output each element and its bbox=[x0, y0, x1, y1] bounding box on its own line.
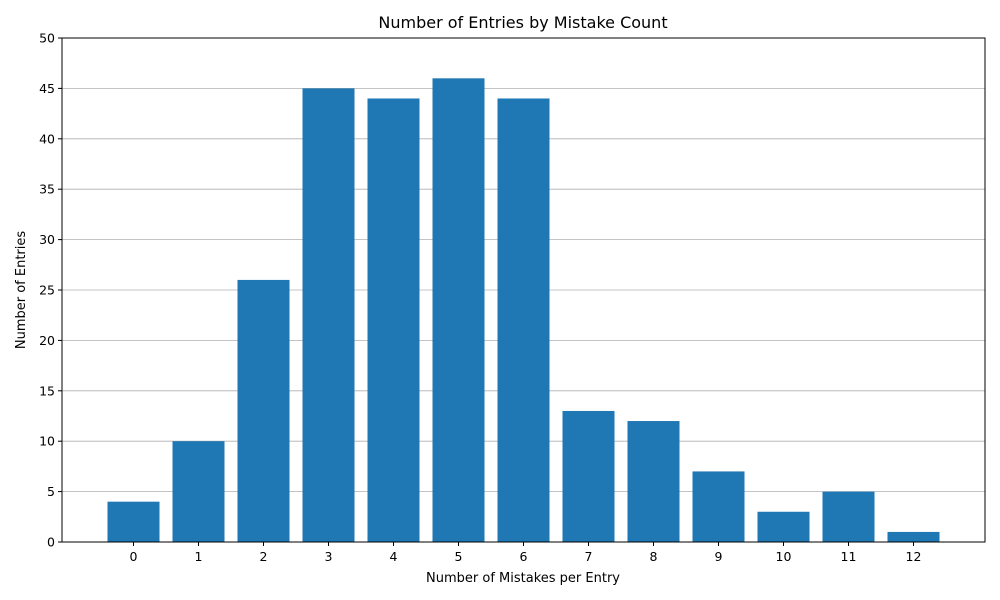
bar-6 bbox=[498, 98, 550, 542]
y-tick-label: 40 bbox=[39, 131, 55, 146]
y-tick-label: 15 bbox=[39, 383, 55, 398]
bar-1 bbox=[173, 441, 225, 542]
y-tick-label: 20 bbox=[39, 333, 55, 348]
chart-title: Number of Entries by Mistake Count bbox=[378, 13, 667, 32]
bar-10 bbox=[758, 512, 810, 542]
y-tick-label: 25 bbox=[39, 283, 55, 298]
x-tick-label: 3 bbox=[325, 549, 333, 564]
bar-3 bbox=[303, 88, 355, 542]
y-tick-label: 5 bbox=[47, 484, 55, 499]
y-axis-label: Number of Entries bbox=[14, 231, 29, 350]
bar-5 bbox=[433, 78, 485, 542]
x-tick-label: 5 bbox=[455, 549, 463, 564]
x-tick-label: 0 bbox=[130, 549, 138, 564]
y-tick-label: 50 bbox=[39, 31, 55, 46]
x-tick-label: 4 bbox=[390, 549, 398, 564]
x-tick-label: 12 bbox=[906, 549, 922, 564]
x-tick-label: 8 bbox=[650, 549, 658, 564]
bar-4 bbox=[368, 98, 420, 542]
bar-9 bbox=[693, 471, 745, 542]
x-tick-label: 2 bbox=[260, 549, 268, 564]
x-tick-label: 6 bbox=[520, 549, 528, 564]
x-tick-label: 9 bbox=[715, 549, 723, 564]
bar-12 bbox=[888, 532, 940, 542]
y-tick-label: 0 bbox=[47, 535, 55, 550]
x-axis-label: Number of Mistakes per Entry bbox=[426, 571, 620, 586]
bar-11 bbox=[823, 492, 875, 542]
x-tick-label: 1 bbox=[195, 549, 203, 564]
y-tick-label: 10 bbox=[39, 434, 55, 449]
bar-8 bbox=[628, 421, 680, 542]
x-tick-label: 10 bbox=[776, 549, 792, 564]
bar-0 bbox=[108, 502, 160, 542]
bar-2 bbox=[238, 280, 290, 542]
y-tick-label: 30 bbox=[39, 232, 55, 247]
x-tick-label: 11 bbox=[841, 549, 857, 564]
y-tick-label: 45 bbox=[39, 81, 55, 96]
x-tick-label: 7 bbox=[585, 549, 593, 564]
bar-7 bbox=[563, 411, 615, 542]
y-tick-label: 35 bbox=[39, 182, 55, 197]
